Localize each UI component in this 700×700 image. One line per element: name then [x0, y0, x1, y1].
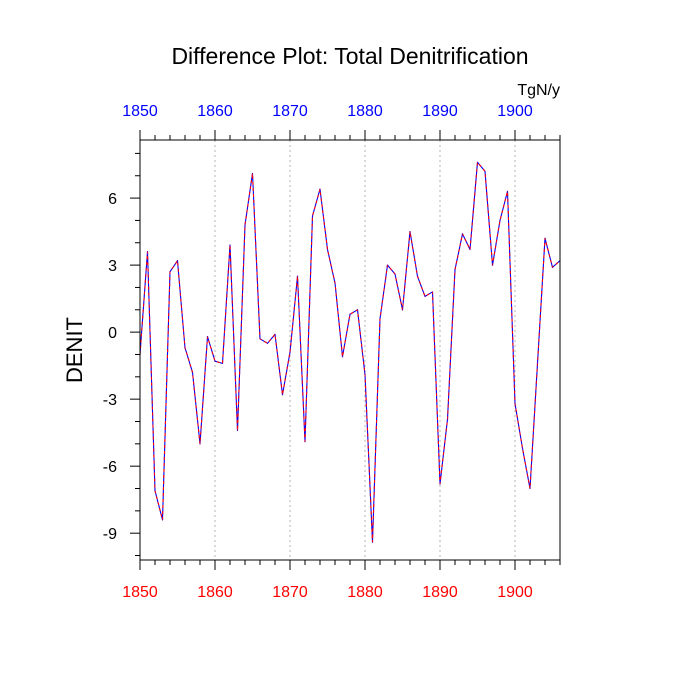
- data-point-1895: [476, 161, 479, 163]
- data-point-1883: [386, 264, 389, 266]
- x-tick-label-bottom-1900: 1900: [497, 584, 533, 601]
- data-point-1882: [379, 318, 381, 320]
- data-point-1898: [499, 219, 501, 222]
- x-tick-label-top-1850: 1850: [122, 103, 158, 120]
- data-point-1862: [229, 244, 231, 246]
- data-point-1855: [176, 260, 179, 262]
- data-point-1880: [364, 373, 366, 376]
- y-tick-label-0: 0: [108, 325, 117, 342]
- data-point-1859: [206, 335, 209, 338]
- x-tick-label-top-1860: 1860: [197, 103, 233, 120]
- y-tick-label--3: -3: [103, 392, 117, 409]
- data-point-1867: [266, 342, 269, 344]
- data-point-1861: [221, 362, 224, 365]
- data-point-1881: [371, 541, 374, 543]
- data-point-1856: [184, 347, 186, 349]
- axis-tick-labels: 1850 1850 1860 1860 1870 1870 1880 1880 1890 1890…: [103, 103, 533, 601]
- data-point-1891: [446, 418, 449, 420]
- data-point-1874: [319, 188, 321, 190]
- series-line-0: [139, 161, 561, 543]
- y-tick-label--9: -9: [103, 526, 117, 543]
- x-tick-label-bottom-1890: 1890: [422, 584, 458, 601]
- data-point-1899: [506, 190, 509, 192]
- data-point-1869: [281, 394, 284, 396]
- data-point-1872: [304, 440, 306, 443]
- data-point-1851: [146, 251, 149, 253]
- data-point-1875: [326, 248, 329, 251]
- data-point-1871: [296, 275, 299, 277]
- data-point-1860: [214, 360, 216, 362]
- units-label: TgN/y: [517, 82, 560, 99]
- data-point-1896: [484, 170, 486, 172]
- x-tick-label-bottom-1860: 1860: [197, 584, 233, 601]
- grid-lines: [214, 140, 516, 560]
- x-tick-label-top-1890: 1890: [422, 103, 458, 120]
- data-point-1865: [251, 172, 254, 175]
- data-series: [139, 161, 561, 543]
- data-point-1870: [289, 351, 291, 353]
- data-point-1886: [409, 230, 411, 233]
- data-point-1893: [461, 233, 464, 235]
- data-point-1884: [394, 273, 396, 275]
- data-point-1885: [401, 309, 404, 311]
- data-point-1858: [199, 443, 201, 445]
- chart-title: Difference Plot: Total Denitrification: [171, 43, 528, 69]
- data-point-1864: [244, 224, 246, 226]
- data-point-1878: [349, 313, 351, 315]
- y-tick-label-6: 6: [108, 191, 117, 208]
- data-point-1863: [236, 429, 239, 432]
- plot-frame: [139, 139, 561, 561]
- y-tick-label-3: 3: [108, 258, 117, 275]
- data-point-1901: [521, 447, 524, 449]
- data-point-1888: [424, 295, 426, 297]
- axis-ticks: [130, 130, 561, 570]
- data-point-1868: [274, 333, 276, 335]
- data-point-1857: [191, 371, 194, 373]
- data-point-1903: [536, 362, 539, 365]
- data-point-1873: [311, 215, 314, 217]
- series-dash-overlay-0: [139, 161, 561, 543]
- x-tick-label-bottom-1880: 1880: [347, 584, 383, 601]
- data-point-1887: [416, 275, 419, 277]
- x-tick-label-top-1880: 1880: [347, 103, 383, 120]
- x-tick-label-bottom-1850: 1850: [122, 584, 158, 601]
- y-axis-label: DENIT: [62, 317, 87, 383]
- data-point-1876: [334, 282, 336, 284]
- data-point-1900: [514, 403, 516, 405]
- data-point-1897: [491, 264, 494, 266]
- data-point-1892: [454, 268, 456, 271]
- data-point-1866: [259, 338, 261, 340]
- data-point-1879: [356, 309, 359, 311]
- data-point-1852: [154, 490, 156, 492]
- data-point-1853: [161, 519, 164, 521]
- data-point-1889: [431, 291, 434, 293]
- data-point-1905: [551, 266, 554, 268]
- x-tick-label-bottom-1870: 1870: [272, 584, 308, 601]
- data-point-1902: [529, 487, 531, 490]
- data-point-1890: [439, 483, 441, 485]
- x-tick-label-top-1900: 1900: [497, 103, 533, 120]
- data-point-1894: [469, 248, 471, 251]
- x-tick-label-top-1870: 1870: [272, 103, 308, 120]
- y-tick-label--6: -6: [103, 459, 117, 476]
- data-point-1854: [169, 271, 171, 273]
- data-point-1877: [341, 356, 344, 358]
- data-point-1904: [544, 237, 546, 239]
